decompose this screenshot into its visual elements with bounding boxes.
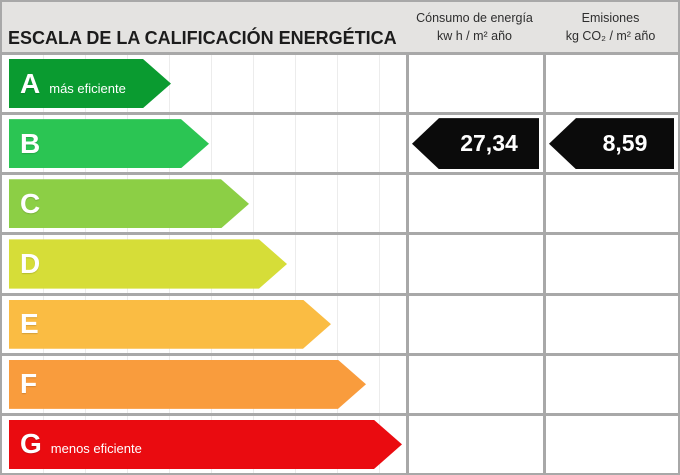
title-cell: ESCALA DE LA CALIFICACIÓN ENERGÉTICA: [2, 2, 406, 52]
rating-arrow-d: D: [9, 239, 287, 288]
emisiones-value-arrow: 8,59: [549, 118, 674, 170]
scale-cell-e: E: [2, 295, 406, 353]
rating-arrow-content-c: C: [9, 190, 40, 218]
column-header-consumo: Cónsumo de energía kw h / m² año: [406, 2, 543, 52]
consumo-header-line1: Cónsumo de energía: [416, 10, 533, 25]
rating-letter-a: A: [20, 67, 41, 99]
consumo-cell-a: [409, 55, 543, 113]
rating-arrow-content-e: E: [9, 310, 39, 338]
consumo-cell-f: [409, 355, 543, 413]
rating-caption-g: menos eficiente: [50, 441, 142, 457]
consumo-cell-b: 27,34: [409, 115, 543, 173]
rating-arrow-e: E: [9, 300, 331, 349]
emisiones-value: 8,59: [602, 130, 648, 157]
rating-letter-f: F: [20, 368, 38, 400]
emisiones-cell-a: [546, 55, 678, 113]
rating-arrow-content-d: D: [9, 250, 40, 278]
rating-arrow-content-b: B: [9, 130, 40, 158]
column-header-emisiones: Emisiones kg CO₂ / m² año: [543, 2, 678, 52]
emisiones-cell-g: [546, 415, 678, 473]
scale-cell-f: F: [2, 355, 406, 413]
emisiones-cell-f: [546, 355, 678, 413]
rating-arrow-content-f: F: [9, 370, 37, 398]
consumo-cell-g: [409, 415, 543, 473]
consumo-value: 27,34: [460, 130, 518, 157]
emisiones-cell-e: [546, 295, 678, 353]
rating-caption-a: más eficiente: [49, 80, 126, 96]
consumo-value-arrow: 27,34: [412, 118, 539, 170]
consumo-header-line2: kw h / m² año: [436, 29, 513, 43]
rating-letter-d: D: [20, 247, 41, 279]
rating-letter-b: B: [20, 127, 41, 159]
emisiones-cell-d: [546, 235, 678, 293]
scale-cell-c: C: [2, 175, 406, 233]
emisiones-header-line1: Emisiones: [581, 10, 640, 25]
header-row: ESCALA DE LA CALIFICACIÓN ENERGÉTICA Cón…: [2, 2, 678, 55]
rating-arrow-f: F: [9, 360, 366, 409]
rating-arrow-c: C: [9, 179, 249, 228]
consumo-cell-e: [409, 295, 543, 353]
rating-letter-g: G: [20, 428, 42, 460]
emisiones-cell-b: 8,59: [546, 115, 678, 173]
consumo-cell-c: [409, 175, 543, 233]
rating-letter-e: E: [20, 308, 39, 340]
consumo-cell-d: [409, 235, 543, 293]
rating-arrow-b: B: [9, 119, 209, 168]
rating-letter-c: C: [20, 187, 41, 219]
emisiones-header-line2: kg CO₂ / m² año: [565, 29, 656, 43]
scale-cell-d: D: [2, 235, 406, 293]
scale-cell-b: B: [2, 115, 406, 173]
page-title: ESCALA DE LA CALIFICACIÓN ENERGÉTICA: [8, 28, 397, 48]
emisiones-cell-c: [546, 175, 678, 233]
